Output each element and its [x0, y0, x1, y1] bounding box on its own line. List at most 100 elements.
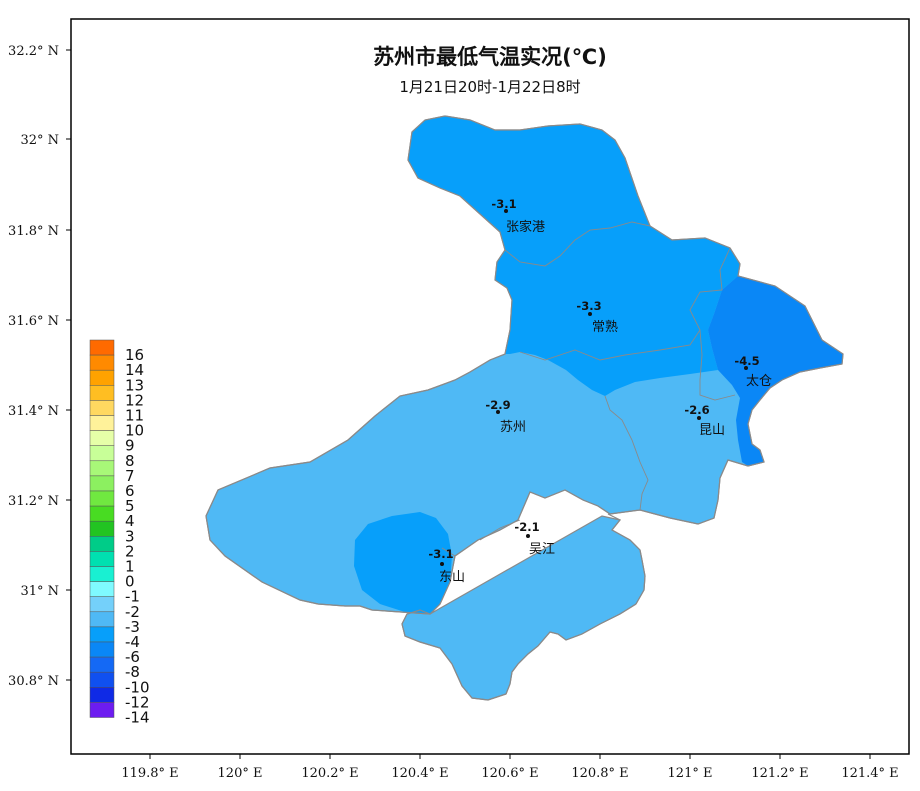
- legend-label: 6: [125, 482, 135, 500]
- station-name: 张家港: [506, 219, 545, 235]
- x-tick-label: 120.2° E: [301, 766, 358, 781]
- station-name: 太仓: [746, 374, 772, 389]
- legend-swatch: [89, 626, 115, 643]
- legend-label: 12: [125, 391, 144, 409]
- station-dot: [588, 312, 592, 316]
- legend-label: 11: [125, 407, 144, 425]
- x-tick-label: 120° E: [218, 766, 263, 781]
- legend-swatch: [89, 430, 115, 446]
- legend-swatch: [89, 656, 115, 673]
- legend-label: -14: [125, 709, 150, 727]
- legend-label: -10: [125, 678, 150, 696]
- y-tick-label: 31.8° N: [8, 224, 59, 239]
- legend-label: -8: [125, 663, 140, 681]
- x-tick-label: 120.4° E: [391, 766, 448, 781]
- legend-swatch: [89, 566, 115, 582]
- x-tick-label: 121° E: [668, 766, 713, 781]
- legend-swatch: [89, 536, 115, 552]
- station-value: -3.1: [428, 547, 453, 561]
- color-legend: 1614131211109876543210-1-2-3-4-6-8-10-12…: [89, 339, 150, 727]
- station-wujiang[interactable]: -2.1 吴江: [514, 520, 555, 557]
- station-value: -2.1: [514, 520, 539, 534]
- legend-swatch: [89, 490, 115, 507]
- station-dot: [440, 562, 444, 566]
- region-fill-dark: [708, 276, 843, 466]
- legend-label: 0: [125, 573, 135, 591]
- legend-swatch: [89, 641, 115, 658]
- legend-label: 9: [125, 437, 135, 455]
- station-name: 昆山: [699, 423, 725, 438]
- station-dongshan[interactable]: -3.1 东山: [428, 547, 465, 585]
- legend-label: 8: [125, 452, 135, 470]
- legend-swatch: [89, 520, 115, 537]
- legend-swatch: [89, 687, 115, 703]
- legend-swatch: [89, 415, 115, 431]
- legend-swatch: [89, 475, 115, 492]
- station-zhangjiagang[interactable]: -3.1 张家港: [491, 197, 545, 235]
- y-tick-label: 31.2° N: [8, 494, 59, 509]
- station-name: 东山: [439, 570, 465, 585]
- legend-swatch: [89, 354, 115, 371]
- y-tick-label: 31.6° N: [8, 314, 59, 329]
- station-name: 吴江: [529, 542, 555, 557]
- county-borders: [441, 221, 736, 557]
- legend-swatch: [89, 596, 115, 613]
- station-kunshan[interactable]: -2.6 昆山: [684, 403, 725, 438]
- station-value: -3.3: [576, 299, 601, 313]
- legend-swatch: [89, 581, 115, 597]
- y-tick-label: 31° N: [20, 584, 59, 599]
- x-tick-label: 120.6° E: [481, 766, 538, 781]
- station-value: -2.6: [684, 403, 709, 417]
- legend-label: 14: [125, 361, 144, 379]
- map-axes: 119.8° E 120° E 120.2° E 120.4° E 120.6° E 12…: [8, 44, 899, 781]
- legend-label: 3: [125, 527, 135, 545]
- legend-label: 4: [125, 512, 135, 530]
- station-value: -3.1: [491, 197, 516, 211]
- region-layer: [205, 115, 844, 701]
- y-tick-label: 32.2° N: [8, 44, 59, 59]
- legend-label: 13: [125, 376, 144, 394]
- legend-swatch: [89, 671, 115, 688]
- legend-swatch: [89, 505, 115, 522]
- legend-label: 10: [125, 422, 144, 440]
- station-dot: [744, 366, 748, 370]
- legend-swatch: [89, 702, 115, 718]
- region-fill-medium: [408, 116, 740, 396]
- legend-label: -1: [125, 588, 140, 606]
- station-dot: [504, 209, 508, 213]
- station-dot: [526, 534, 530, 538]
- station-changshu[interactable]: -3.3 常熟: [576, 299, 618, 335]
- station-taicang[interactable]: -4.5 太仓: [734, 354, 772, 389]
- y-tick-label: 31.4° N: [8, 404, 59, 419]
- legend-label: -3: [125, 618, 140, 636]
- legend-swatch: [89, 445, 115, 462]
- x-tick-label: 121.4° E: [841, 766, 898, 781]
- legend-label: 2: [125, 542, 135, 560]
- legend-label: -2: [125, 603, 140, 621]
- station-name: 常熟: [592, 319, 618, 335]
- legend-label: -6: [125, 648, 140, 666]
- y-tick-label: 32° N: [20, 133, 59, 148]
- legend-label: 5: [125, 497, 135, 515]
- region-fill-dongshan: [354, 512, 452, 614]
- y-tick-label: 30.8° N: [8, 674, 59, 689]
- station-value: -4.5: [734, 354, 759, 368]
- station-dot: [697, 416, 701, 420]
- legend-label: 16: [125, 346, 144, 364]
- legend-label: -12: [125, 693, 150, 711]
- legend-label: 7: [125, 467, 135, 485]
- station-dot: [496, 410, 500, 414]
- region-boundary: [205, 115, 844, 701]
- legend-label: 1: [125, 558, 135, 576]
- legend-swatch: [89, 400, 115, 416]
- legend-swatch: [89, 339, 115, 356]
- station-layer: -3.1 张家港 -3.3 常熟 -4.5 太仓 -2.9 苏州 -2.6 昆山…: [428, 197, 772, 585]
- x-tick-label: 121.2° E: [751, 766, 808, 781]
- station-suzhou[interactable]: -2.9 苏州: [485, 398, 526, 435]
- legend-swatch: [89, 611, 115, 628]
- map-subtitle: 1月21日20时-1月22日8时: [399, 78, 580, 96]
- x-tick-label: 120.8° E: [571, 766, 628, 781]
- legend-swatch: [89, 369, 115, 386]
- x-tick-label: 119.8° E: [121, 766, 178, 781]
